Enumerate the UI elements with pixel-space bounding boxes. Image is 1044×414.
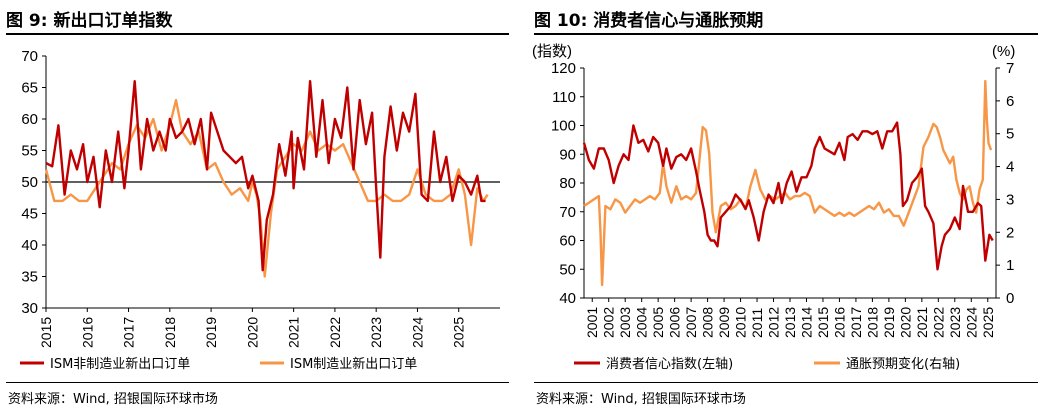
x-tick-label: 2023 xyxy=(368,317,384,348)
y-tick-label: 35 xyxy=(21,269,38,286)
y-tick-label: 55 xyxy=(21,143,38,160)
legend-label-non-manufacturing: ISM非制造业新出口订单 xyxy=(50,356,190,372)
y-tick-label: 50 xyxy=(21,174,38,191)
right-source-rule xyxy=(534,382,1038,383)
x-tick-label: 2019 xyxy=(203,317,219,348)
left-y-tick-label: 120 xyxy=(551,60,576,77)
left-y-tick-label: 50 xyxy=(559,261,576,278)
left-y-tick-label: 90 xyxy=(559,146,576,163)
x-tick-label: 2022 xyxy=(930,307,946,338)
x-tick-label: 2013 xyxy=(782,307,798,338)
x-tick-label: 2021 xyxy=(286,317,302,348)
left-chart-title: 图 9: 新出口订单指数 xyxy=(6,11,173,31)
right-y-tick-label: 5 xyxy=(1006,126,1014,143)
x-tick-label: 2014 xyxy=(798,307,814,338)
right-title-rule xyxy=(534,33,1038,35)
x-tick-label: 2023 xyxy=(947,307,963,338)
left-source-rule xyxy=(6,382,509,383)
y-tick-label: 70 xyxy=(21,48,38,65)
right-y-tick-label: 0 xyxy=(1006,290,1014,307)
x-tick-label: 2018 xyxy=(864,307,880,338)
right-y-tick-label: 2 xyxy=(1006,224,1014,241)
y-tick-label: 40 xyxy=(21,237,38,254)
legend-label-consumer-confidence: 消费者信心指数(左轴) xyxy=(606,357,733,372)
right-chart-title: 图 10: 消费者信心与通胀预期 xyxy=(534,11,764,31)
x-tick-label: 2016 xyxy=(79,317,95,348)
x-tick-label: 2009 xyxy=(716,307,732,338)
left-y-tick-label: 40 xyxy=(559,290,576,307)
x-tick-label: 2020 xyxy=(897,307,913,338)
left-title-rule xyxy=(6,33,509,35)
series-line-inflation-expectation xyxy=(583,79,993,287)
left-y-tick-label: 70 xyxy=(559,204,576,221)
consumer-confidence-chart: (指数) (%) 40 50 60 70 80 90 100 110 120 0 1 2 3 4 5 6 7 2001… xyxy=(532,43,1015,372)
x-tick-label: 2005 xyxy=(650,307,666,338)
x-tick-label: 2022 xyxy=(327,317,343,348)
right-y-tick-label: 7 xyxy=(1006,60,1014,77)
right-y-tick-label: 4 xyxy=(1006,159,1014,176)
left-axis-unit-label: (指数) xyxy=(532,43,572,60)
left-y-tick-label: 80 xyxy=(559,175,576,192)
x-tick-label: 2025 xyxy=(980,307,996,338)
left-y-tick-label: 60 xyxy=(559,233,576,250)
y-tick-label: 65 xyxy=(21,80,38,97)
x-tick-label: 2012 xyxy=(766,307,782,338)
legend-label-manufacturing: ISM制造业新出口订单 xyxy=(290,356,417,372)
x-tick-label: 2008 xyxy=(700,307,716,338)
x-tick-label: 2025 xyxy=(451,317,467,348)
x-tick-label: 2015 xyxy=(815,307,831,338)
x-tick-label: 2010 xyxy=(733,307,749,338)
x-tick-label: 2018 xyxy=(162,317,178,348)
x-tick-label: 2021 xyxy=(914,307,930,338)
x-tick-label: 2003 xyxy=(617,307,633,338)
left-source-note: 资料来源：Wind, 招银国际环球市场 xyxy=(8,392,218,407)
x-tick-label: 2004 xyxy=(634,307,650,338)
export-orders-chart: 30 35 40 45 50 55 60 65 70 2015 2016 2017 2018 2019 20… xyxy=(20,48,500,372)
right-source-note: 资料来源：Wind, 招银国际环球市场 xyxy=(536,392,746,407)
y-tick-label: 45 xyxy=(21,206,38,223)
x-tick-label: 2006 xyxy=(667,307,683,338)
x-tick-label: 2019 xyxy=(881,307,897,338)
x-tick-label: 2001 xyxy=(584,307,600,338)
right-y-tick-label: 3 xyxy=(1006,191,1014,208)
x-tick-label: 2017 xyxy=(121,317,137,348)
series-line-non-manufacturing xyxy=(45,80,486,272)
right-axis-unit-label: (%) xyxy=(992,43,1015,60)
x-tick-label: 2024 xyxy=(963,307,979,338)
legend-label-inflation-expectation: 通胀预期变化(右轴) xyxy=(846,356,960,372)
left-y-tick-label: 100 xyxy=(551,118,576,135)
right-y-tick-label: 6 xyxy=(1006,93,1014,110)
series-line-consumer-confidence xyxy=(582,121,994,271)
x-tick-label: 2017 xyxy=(848,307,864,338)
right-y-tick-label: 1 xyxy=(1006,257,1014,274)
x-tick-label: 2002 xyxy=(601,307,617,338)
x-tick-label: 2024 xyxy=(409,317,425,348)
x-tick-label: 2015 xyxy=(38,317,54,348)
x-tick-label: 2020 xyxy=(244,317,260,348)
x-tick-label: 2007 xyxy=(683,307,699,338)
y-tick-label: 30 xyxy=(21,300,38,317)
x-tick-label: 2016 xyxy=(831,307,847,338)
y-tick-label: 60 xyxy=(21,111,38,128)
left-y-tick-label: 110 xyxy=(552,89,576,106)
x-tick-label: 2011 xyxy=(749,308,765,338)
